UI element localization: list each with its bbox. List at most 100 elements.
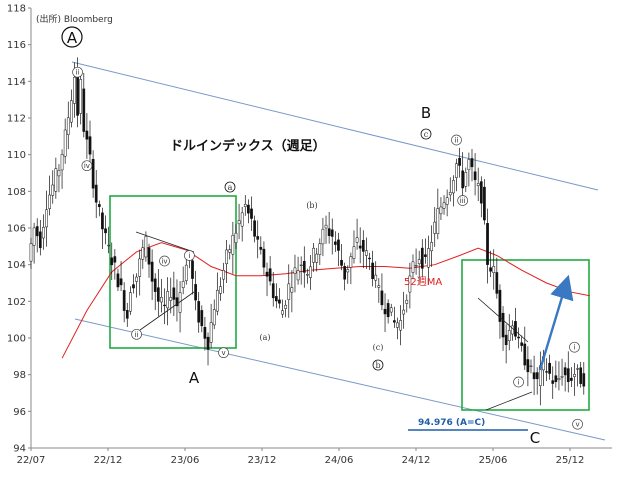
candle-body <box>433 221 437 234</box>
candle-body <box>374 274 378 281</box>
candle-body <box>107 244 110 247</box>
y-tick-label-5: 104 <box>7 260 26 271</box>
candle-body <box>247 204 250 214</box>
candle-body <box>147 247 151 265</box>
candle-body <box>215 289 219 312</box>
candle-body <box>299 264 303 267</box>
candle-body <box>302 261 306 273</box>
candle-body <box>141 247 145 260</box>
wave-mark-label-0: ii <box>76 69 80 77</box>
upper-channel-line <box>71 61 599 191</box>
candle-body <box>184 264 188 281</box>
candle-body <box>476 183 480 186</box>
candle-body <box>113 256 117 263</box>
price-candles <box>29 57 586 406</box>
candle-body <box>501 312 505 338</box>
candle-body <box>166 291 169 309</box>
y-tick-labels: 94 96 98 100 102 104 106 108 110 112 114 116 118 <box>7 4 31 455</box>
candle-body <box>57 170 61 177</box>
wave-mark-circle-2 <box>131 328 142 340</box>
candle-body <box>153 278 157 292</box>
candle-body <box>386 303 390 318</box>
candle-body <box>48 194 51 209</box>
candle-body <box>82 88 86 132</box>
candle-body <box>479 181 483 204</box>
candle-body <box>66 117 70 135</box>
wave-c-box <box>461 259 590 411</box>
sub-a-circled-label: a <box>228 183 233 192</box>
ma-label: 52週MA <box>404 276 442 288</box>
candle-body <box>256 236 260 240</box>
candle-body <box>203 327 207 339</box>
candle-body <box>417 259 421 265</box>
sub-b-circled-marker <box>372 359 384 371</box>
candle-body <box>535 372 539 380</box>
candle-body <box>573 374 576 377</box>
candle-body <box>293 267 297 274</box>
candle-body <box>408 275 412 293</box>
candle-body <box>368 257 371 260</box>
candle-body <box>414 265 418 267</box>
candle-body <box>405 299 409 304</box>
wave-mark-label-6: ii <box>455 137 459 145</box>
sub-b-circled-label: b <box>375 361 380 370</box>
candle-body <box>181 281 185 288</box>
candle-body <box>483 186 486 221</box>
wave-mark-circle-3 <box>159 255 170 267</box>
candle-body <box>442 202 446 209</box>
wave-a-box <box>109 195 237 349</box>
candle-body <box>194 284 197 301</box>
candle-body <box>97 204 101 207</box>
wave-mark-circle-10 <box>572 418 583 430</box>
lower-channel-line <box>74 318 606 441</box>
candle-body <box>523 343 527 366</box>
candle-body <box>250 208 253 219</box>
y-tick-label-10: 114 <box>7 77 26 88</box>
candle-body <box>259 246 263 250</box>
y-tick-label-9: 112 <box>7 114 26 125</box>
candle-body <box>274 296 278 302</box>
wave-a-circled-label: A <box>67 29 78 47</box>
candle-body <box>42 226 45 239</box>
sub-c-circled-marker <box>420 128 432 140</box>
candle-body <box>284 304 288 309</box>
wave-mark-circle-1 <box>81 160 93 172</box>
candle-body <box>135 276 138 282</box>
candle-body <box>560 375 564 378</box>
candle-body <box>262 248 266 268</box>
candle-body <box>511 325 514 335</box>
wave-mark-label-3: iv <box>161 258 167 266</box>
triangle-c-upper <box>477 297 529 343</box>
candle-body <box>393 320 396 323</box>
wave-mark-label-4: i <box>188 252 190 260</box>
x-tick-label-4: 24/06 <box>325 455 354 466</box>
candle-body <box>225 249 229 265</box>
candle-body <box>321 228 325 245</box>
candle-body <box>365 250 368 256</box>
candle-body <box>340 259 343 266</box>
candle-body <box>424 254 427 257</box>
candle-body <box>582 373 586 387</box>
candle-body <box>563 367 567 376</box>
candle-body <box>498 289 502 322</box>
candle-body <box>380 290 384 306</box>
candle-body <box>240 212 244 227</box>
candle-body <box>253 220 256 237</box>
candle-body <box>333 241 337 245</box>
candle-body <box>60 154 64 171</box>
candle-body <box>144 236 148 258</box>
candle-body <box>529 365 533 367</box>
wave-mark-label-9: i <box>573 344 575 352</box>
candle-body <box>234 232 238 243</box>
candle-body <box>458 157 461 166</box>
candle-body <box>88 136 92 155</box>
candle-body <box>452 180 455 194</box>
x-tick-label-1: 22/12 <box>94 455 123 466</box>
y-tick-label-8: 110 <box>7 150 26 161</box>
y-tick-label-1: 96 <box>13 407 26 418</box>
triangle-a-lower <box>139 291 195 331</box>
candle-body <box>489 267 492 272</box>
candle-body <box>445 197 449 205</box>
candle-body <box>163 304 166 307</box>
candle-body <box>337 239 340 251</box>
